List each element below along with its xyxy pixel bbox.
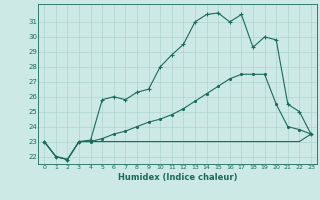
- X-axis label: Humidex (Indice chaleur): Humidex (Indice chaleur): [118, 173, 237, 182]
